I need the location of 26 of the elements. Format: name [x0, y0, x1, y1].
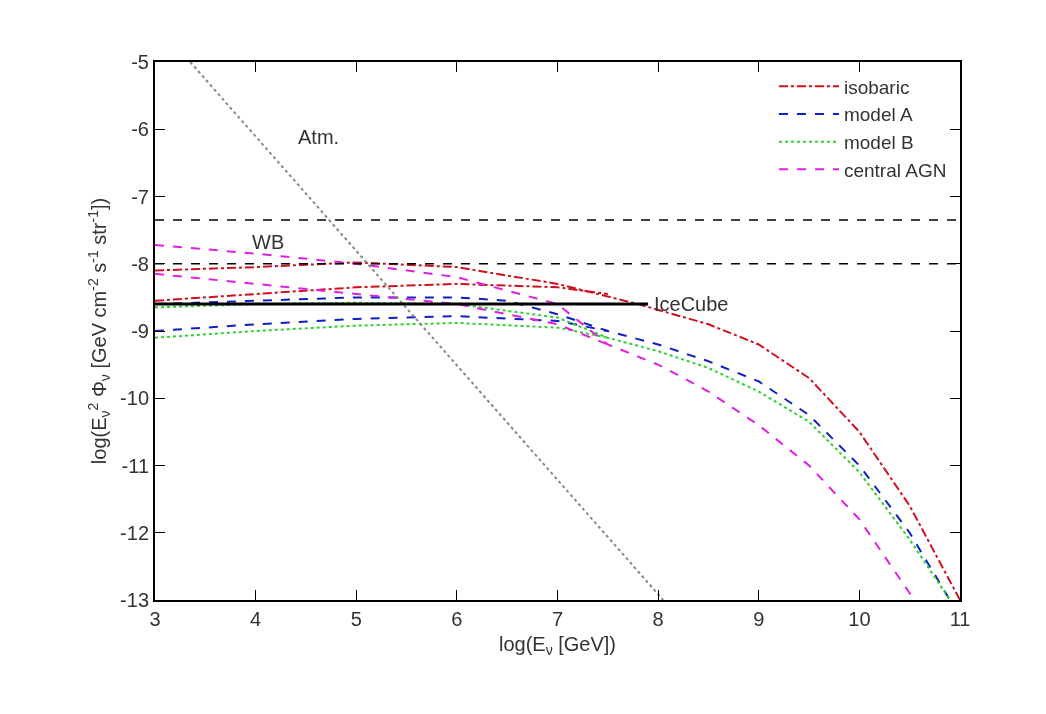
x-tick-label: 4 — [250, 608, 262, 630]
x-tick-label: 10 — [848, 608, 871, 630]
legend-label: model A — [843, 104, 913, 126]
x-tick-label: 5 — [350, 608, 362, 630]
y-tick-label: -12 — [120, 521, 149, 544]
series-label: IceCube — [654, 293, 729, 315]
y-tick-label: -10 — [120, 387, 149, 410]
annotation: WB — [252, 231, 285, 253]
series-label: Atm. — [298, 126, 340, 148]
x-tick-label: 8 — [652, 608, 664, 630]
y-tick-label: -8 — [131, 252, 149, 275]
x-tick-label: 9 — [753, 608, 765, 630]
x-tick-label: 7 — [551, 608, 564, 630]
y-tick-label: -9 — [131, 320, 149, 342]
x-axis-title: log(E$_{ν}$ [GeV]) — [498, 633, 617, 659]
y-tick-label: -11 — [121, 454, 149, 477]
y-tick-label: -6 — [131, 118, 149, 141]
y-tick-label: -7 — [131, 185, 149, 208]
y-tick-label: -13 — [120, 589, 149, 611]
legend-label: model B — [843, 132, 914, 154]
x-tick-label: 3 — [149, 608, 161, 630]
x-tick-label: 6 — [451, 608, 463, 630]
legend-label: isobaric — [843, 76, 910, 98]
x-tick-label: 11 — [949, 608, 971, 630]
legend-label: central AGN — [843, 159, 947, 181]
y-tick-label: -5 — [131, 51, 149, 73]
